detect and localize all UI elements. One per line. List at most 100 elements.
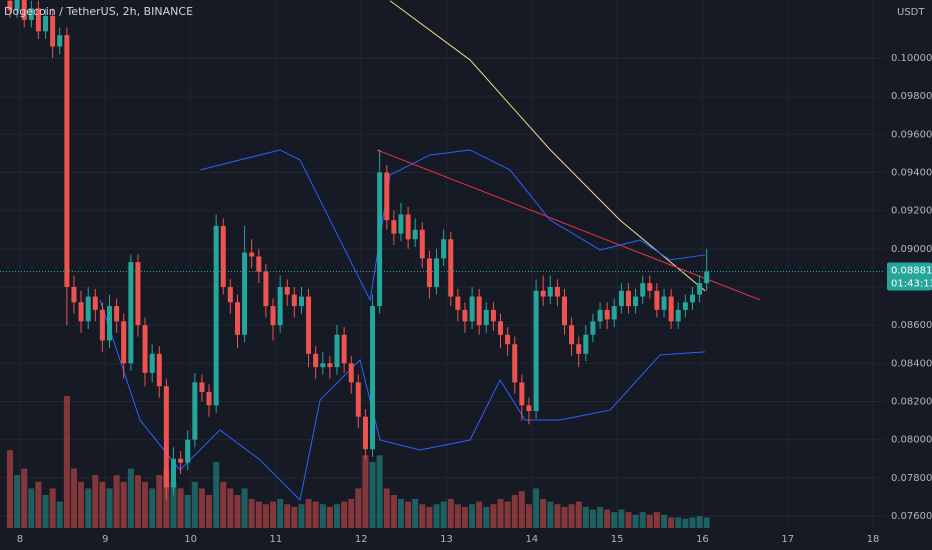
volume-bar [376, 455, 383, 528]
candle-body [171, 458, 177, 488]
volume-bar [56, 501, 63, 528]
currency: USDT [897, 7, 925, 18]
volume-bar [419, 504, 426, 528]
volume-bar [6, 450, 13, 528]
volume-bar [575, 501, 582, 528]
candle-body [505, 334, 511, 345]
volume-bar [305, 498, 312, 528]
volume-bar [312, 501, 319, 528]
candle-body [313, 353, 319, 368]
volume-bar [319, 504, 326, 528]
candle-body [341, 334, 347, 364]
candle-body [263, 271, 269, 307]
volume-bar [426, 506, 433, 528]
volume-bar [348, 498, 355, 528]
candle-body [370, 306, 376, 450]
candle-body [618, 290, 624, 307]
volume-bar [355, 488, 362, 528]
volume-bar [511, 495, 518, 528]
candle-body [469, 296, 475, 322]
candle-body [490, 309, 496, 322]
candle-body [412, 229, 418, 240]
candle-body [519, 382, 525, 406]
candle-body [242, 252, 248, 335]
volume-bar [70, 468, 77, 528]
chart-title: Dogecoin / TetherUS, 2h, BINANCE [4, 5, 193, 18]
candle-body [114, 306, 120, 322]
volume-bar [504, 501, 511, 528]
volume-bar [134, 475, 141, 528]
x-tick-label: 16 [696, 534, 709, 545]
candle-body [462, 309, 468, 322]
volume-bar [554, 504, 561, 528]
candle-body [590, 321, 596, 335]
volume-bar [369, 462, 376, 528]
indicator-line [389, 0, 706, 292]
candle-body [220, 225, 226, 287]
candle-body [35, 8, 41, 32]
volume-bar [184, 495, 191, 528]
candle-body [50, 16, 56, 47]
candle-body [569, 325, 575, 345]
volume-bar [284, 504, 291, 528]
volume-bar [85, 488, 92, 528]
candle-body [320, 363, 326, 368]
volume-bar [227, 488, 234, 528]
volume-bar [21, 468, 28, 528]
candle-body [135, 262, 141, 326]
x-tick-label: 9 [102, 534, 108, 545]
candle-body [604, 309, 610, 320]
volume-bar [42, 495, 49, 528]
volume-bar [433, 504, 440, 528]
volume-bar [497, 498, 504, 528]
candle-body [448, 239, 454, 297]
y-tick-label: 0.09600 [891, 129, 932, 140]
volume-bar [120, 481, 127, 528]
volume-bar [661, 514, 668, 528]
candle-body [334, 334, 340, 368]
candle-body [149, 353, 155, 373]
volume-bar [35, 481, 42, 528]
volume-bar [92, 475, 99, 528]
plot-area [0, 0, 885, 528]
indicator-line [199, 149, 706, 302]
volume-bar [589, 509, 596, 528]
volume-bar [597, 506, 604, 528]
volume-bar [682, 518, 689, 528]
volume-bar [248, 498, 255, 528]
candle-body [71, 286, 77, 303]
volume-bar [177, 488, 184, 528]
candle-body [526, 405, 532, 412]
candle-body [298, 296, 304, 307]
candle-body [256, 256, 262, 272]
volume-bar [383, 488, 390, 528]
x-tick-label: 10 [184, 534, 197, 545]
candle-body [85, 296, 91, 322]
candle-body [142, 325, 148, 373]
x-tick-label: 18 [867, 534, 880, 545]
volume-bar [362, 455, 369, 528]
candle-body [654, 290, 660, 310]
x-tick-label: 13 [440, 534, 453, 545]
candle-body [547, 286, 553, 297]
candle-body [99, 309, 105, 341]
volume-bar [269, 501, 276, 528]
candle-body [107, 306, 113, 341]
volume-bar [341, 501, 348, 528]
x-tick-label: 8 [17, 534, 23, 545]
volume-bar [518, 491, 525, 528]
candle-body [291, 294, 297, 307]
volume-bar [198, 488, 205, 528]
candle-body [163, 386, 169, 488]
volume-bar [170, 481, 177, 528]
candle-body [512, 344, 518, 383]
volume-bar [703, 517, 710, 528]
indicator-line [376, 149, 761, 301]
volume-bar [28, 488, 35, 528]
volume-bar [291, 506, 298, 528]
volume-bar [113, 475, 120, 528]
candle-body [284, 286, 290, 295]
candle-body [640, 283, 646, 297]
